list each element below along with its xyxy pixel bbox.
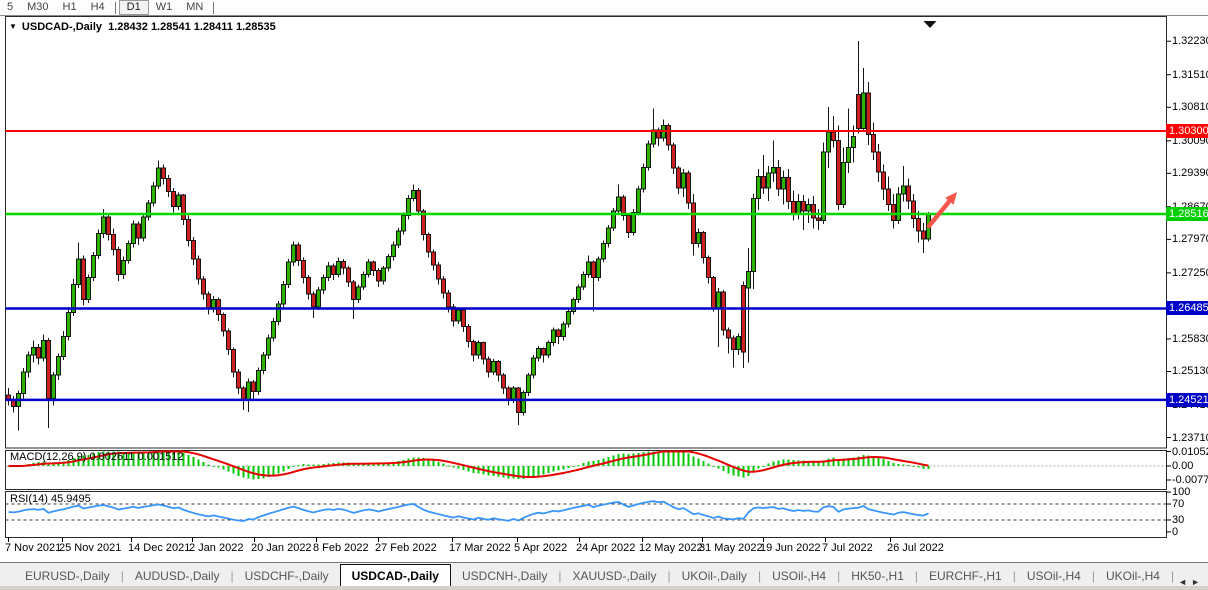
- tab-separator: |: [667, 569, 671, 583]
- timeframe-button-mn[interactable]: MN: [186, 1, 204, 13]
- date-axis-label: 12 May 2022: [639, 542, 703, 554]
- macd-axis-label: 0.00: [1172, 460, 1194, 472]
- chevron-down-icon[interactable]: ▼: [9, 22, 17, 31]
- toolbar-separator: [213, 1, 215, 14]
- rsi-axis-label: 30: [1172, 513, 1185, 526]
- macd-axis-label: 0.01052: [1172, 445, 1208, 458]
- macd-signal-line: [8, 450, 929, 479]
- tab-separator: |: [120, 569, 124, 583]
- timeframe-button-w1[interactable]: W1: [155, 1, 173, 13]
- rsi-indicator-label: RSI(14) 45.9495: [10, 493, 91, 505]
- date-axis-label: 24 Apr 2022: [576, 542, 636, 554]
- symbol-tabbar: EURUSD-,Daily | AUDUSD-,Daily | USDCHF-,Dail…: [0, 562, 1208, 587]
- rsi-axis-label: 100: [1172, 486, 1191, 499]
- date-axis-label: 14 Dec 2021: [128, 542, 191, 554]
- rsi-axis-label: 70: [1172, 498, 1185, 511]
- date-axis-label: 26 Jul 2022: [887, 542, 944, 554]
- tab-separator: |: [1012, 569, 1016, 583]
- timeframe-toolbar: 5 M30 H1 H4 D1 W1 MN: [0, 0, 1208, 16]
- tab-ukoil-h4[interactable]: UKOil-,H4: [1105, 569, 1160, 583]
- tab-usoil-h4[interactable]: USOil-,H4: [772, 569, 827, 583]
- tab-separator: |: [1170, 569, 1175, 583]
- macd-name: MACD(12,26,9): [10, 451, 87, 463]
- tab-xauusd-daily[interactable]: XAUUSD-,Daily: [572, 569, 657, 583]
- price-badge-1.26485: 1.26485: [1166, 301, 1208, 316]
- price-axis-label: 1.25130: [1172, 365, 1208, 378]
- price-axis-label: 1.32230: [1172, 35, 1208, 48]
- tab-usdchf-daily[interactable]: USDCHF-,Daily: [244, 569, 329, 583]
- toolbar-separator: [114, 1, 116, 14]
- price-badge-1.28516: 1.28516: [1166, 207, 1208, 221]
- tab-usoil-h4[interactable]: USOil-,H4: [1026, 569, 1081, 583]
- trend-arrow-annotation[interactable]: [926, 196, 954, 229]
- timeframe-button-m30[interactable]: M30: [27, 1, 49, 13]
- date-axis-label: 7 Nov 2021: [5, 542, 62, 554]
- tab-usdcnh-daily[interactable]: USDCNH-,Daily: [461, 569, 548, 583]
- tab-separator: |: [837, 569, 841, 583]
- price-axis-label: 1.30810: [1172, 101, 1208, 114]
- macd-axis-label: -0.00774: [1172, 473, 1208, 486]
- tab-usdcad-daily[interactable]: USDCAD-,Daily: [339, 564, 451, 587]
- date-axis-label: 27 Feb 2022: [375, 542, 437, 554]
- price-axis-label: 1.27970: [1172, 233, 1208, 246]
- date-axis-label: 25 Nov 2021: [59, 542, 122, 554]
- price-badge-1.24521: 1.24521: [1166, 392, 1208, 407]
- tab-eurusd-daily[interactable]: EURUSD-,Daily: [25, 569, 110, 583]
- date-axis-label: 31 May 2022: [699, 542, 763, 554]
- candlestick-series: [6, 40, 931, 431]
- price-axis-label: 1.23710: [1172, 431, 1208, 444]
- timeframe-button-5[interactable]: 5: [7, 1, 14, 13]
- tab-scroll-arrows: ◄►: [1178, 577, 1204, 587]
- date-axis-label: 8 Feb 2022: [313, 542, 369, 554]
- tab-separator: |: [914, 569, 919, 583]
- macd-main-value: 0.002611: [89, 451, 135, 463]
- chart-symbol-label: USDCAD-,Daily: [21, 21, 102, 33]
- tab-scroll-left-icon[interactable]: ◄: [1178, 577, 1192, 587]
- timeframe-button-d1[interactable]: D1: [118, 0, 149, 15]
- macd-indicator-label: MACD(12,26,9) 0.002611 0.001512: [10, 451, 184, 463]
- date-axis-label: 7 Jul 2022: [822, 542, 873, 554]
- price-axis-label: 1.29390: [1172, 167, 1208, 180]
- rsi-value: 45.9495: [50, 493, 91, 505]
- date-axis-label: 20 Jan 2022: [251, 542, 312, 554]
- rsi-name: RSI(14): [10, 493, 48, 505]
- tab-separator: |: [757, 569, 762, 583]
- rsi-axis-label: 0: [1172, 525, 1179, 538]
- chart-ohlc-values: 1.28432 1.28541 1.28411 1.28535: [108, 21, 276, 33]
- tab-hk50-h1[interactable]: HK50-,H1: [851, 569, 904, 583]
- date-axis-label: 19 Jun 2022: [760, 542, 821, 554]
- macd-signal-value: 0.001512: [137, 451, 184, 463]
- tab-separator: |: [558, 569, 562, 583]
- chart-title: ▼ USDCAD-,Daily 1.28432 1.28541 1.28411 1…: [9, 21, 276, 33]
- tab-audusd-daily[interactable]: AUDUSD-,Daily: [134, 569, 220, 583]
- window-bottom-strip: [0, 586, 1208, 590]
- tab-separator: |: [230, 569, 234, 583]
- timeframe-button-h1[interactable]: H1: [62, 1, 77, 13]
- tab-eurchf-h1[interactable]: EURCHF-,H1: [929, 569, 1002, 583]
- date-axis-label: 2 Jan 2022: [189, 542, 244, 554]
- date-axis-label: 5 Apr 2022: [514, 542, 568, 554]
- date-axis-label: 17 Mar 2022: [449, 542, 511, 554]
- price-axis-label: 1.25830: [1172, 332, 1208, 345]
- rsi-line: [8, 500, 929, 522]
- price-badge-1.30300: 1.30300: [1166, 124, 1208, 139]
- price-axis-label: 1.31510: [1172, 68, 1208, 81]
- trend-arrow-head: [945, 192, 957, 205]
- timeframe-button-h4[interactable]: H4: [90, 1, 105, 13]
- tab-separator: |: [1091, 569, 1095, 583]
- current-bar-marker-icon: [923, 21, 937, 28]
- tab-scroll-right-icon[interactable]: ►: [1191, 577, 1204, 587]
- tab-ukoil-daily[interactable]: UKOil-,Daily: [681, 569, 747, 583]
- price-axis-label: 1.27250: [1172, 266, 1208, 279]
